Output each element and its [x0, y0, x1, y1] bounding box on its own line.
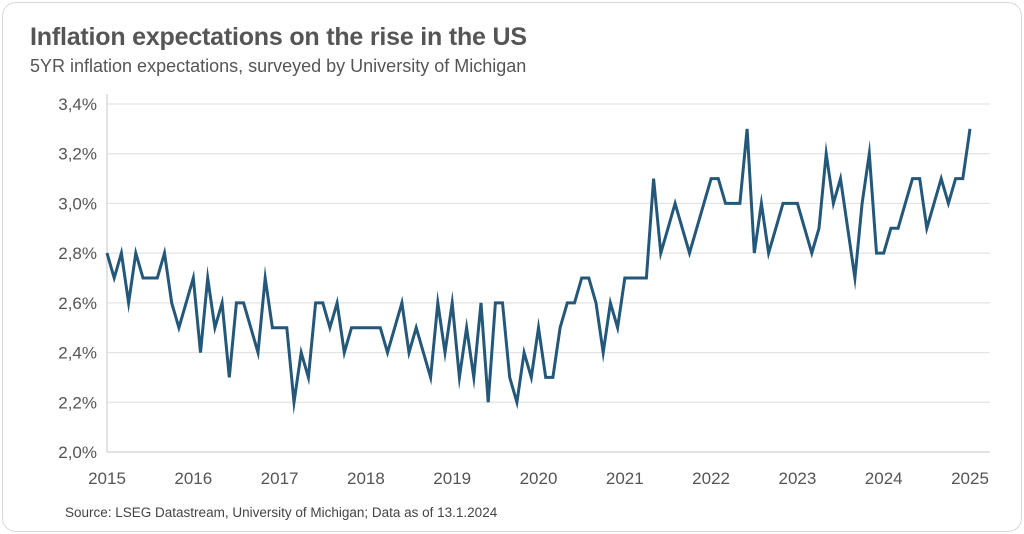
x-tick-label: 2023: [778, 469, 816, 488]
y-tick-label: 3,0%: [58, 194, 97, 213]
chart-title: Inflation expectations on the rise in th…: [30, 23, 527, 51]
x-tick-label: 2022: [692, 469, 730, 488]
x-tick-label: 2016: [174, 469, 212, 488]
y-tick-label: 2,0%: [58, 443, 97, 462]
x-tick-label: 2021: [606, 469, 644, 488]
x-tick-label: 2020: [520, 469, 558, 488]
y-tick-label: 2,4%: [58, 344, 97, 363]
y-tick-label: 2,2%: [58, 393, 97, 412]
x-tick-label: 2019: [433, 469, 471, 488]
x-tick-label: 2025: [951, 469, 989, 488]
x-tick-label: 2015: [88, 469, 126, 488]
x-tick-label: 2024: [865, 469, 903, 488]
x-tick-label: 2017: [261, 469, 299, 488]
y-tick-label: 2,8%: [58, 244, 97, 263]
chart-subtitle: 5YR inflation expectations, surveyed by …: [30, 56, 527, 76]
series-line: [105, 128, 972, 415]
x-tick-label: 2018: [347, 469, 385, 488]
y-tick-label: 2,6%: [58, 294, 97, 313]
y-tick-label: 3,2%: [58, 145, 97, 164]
source-note: Source: LSEG Datastream, University of M…: [65, 505, 498, 520]
y-tick-label: 3,4%: [58, 95, 97, 114]
